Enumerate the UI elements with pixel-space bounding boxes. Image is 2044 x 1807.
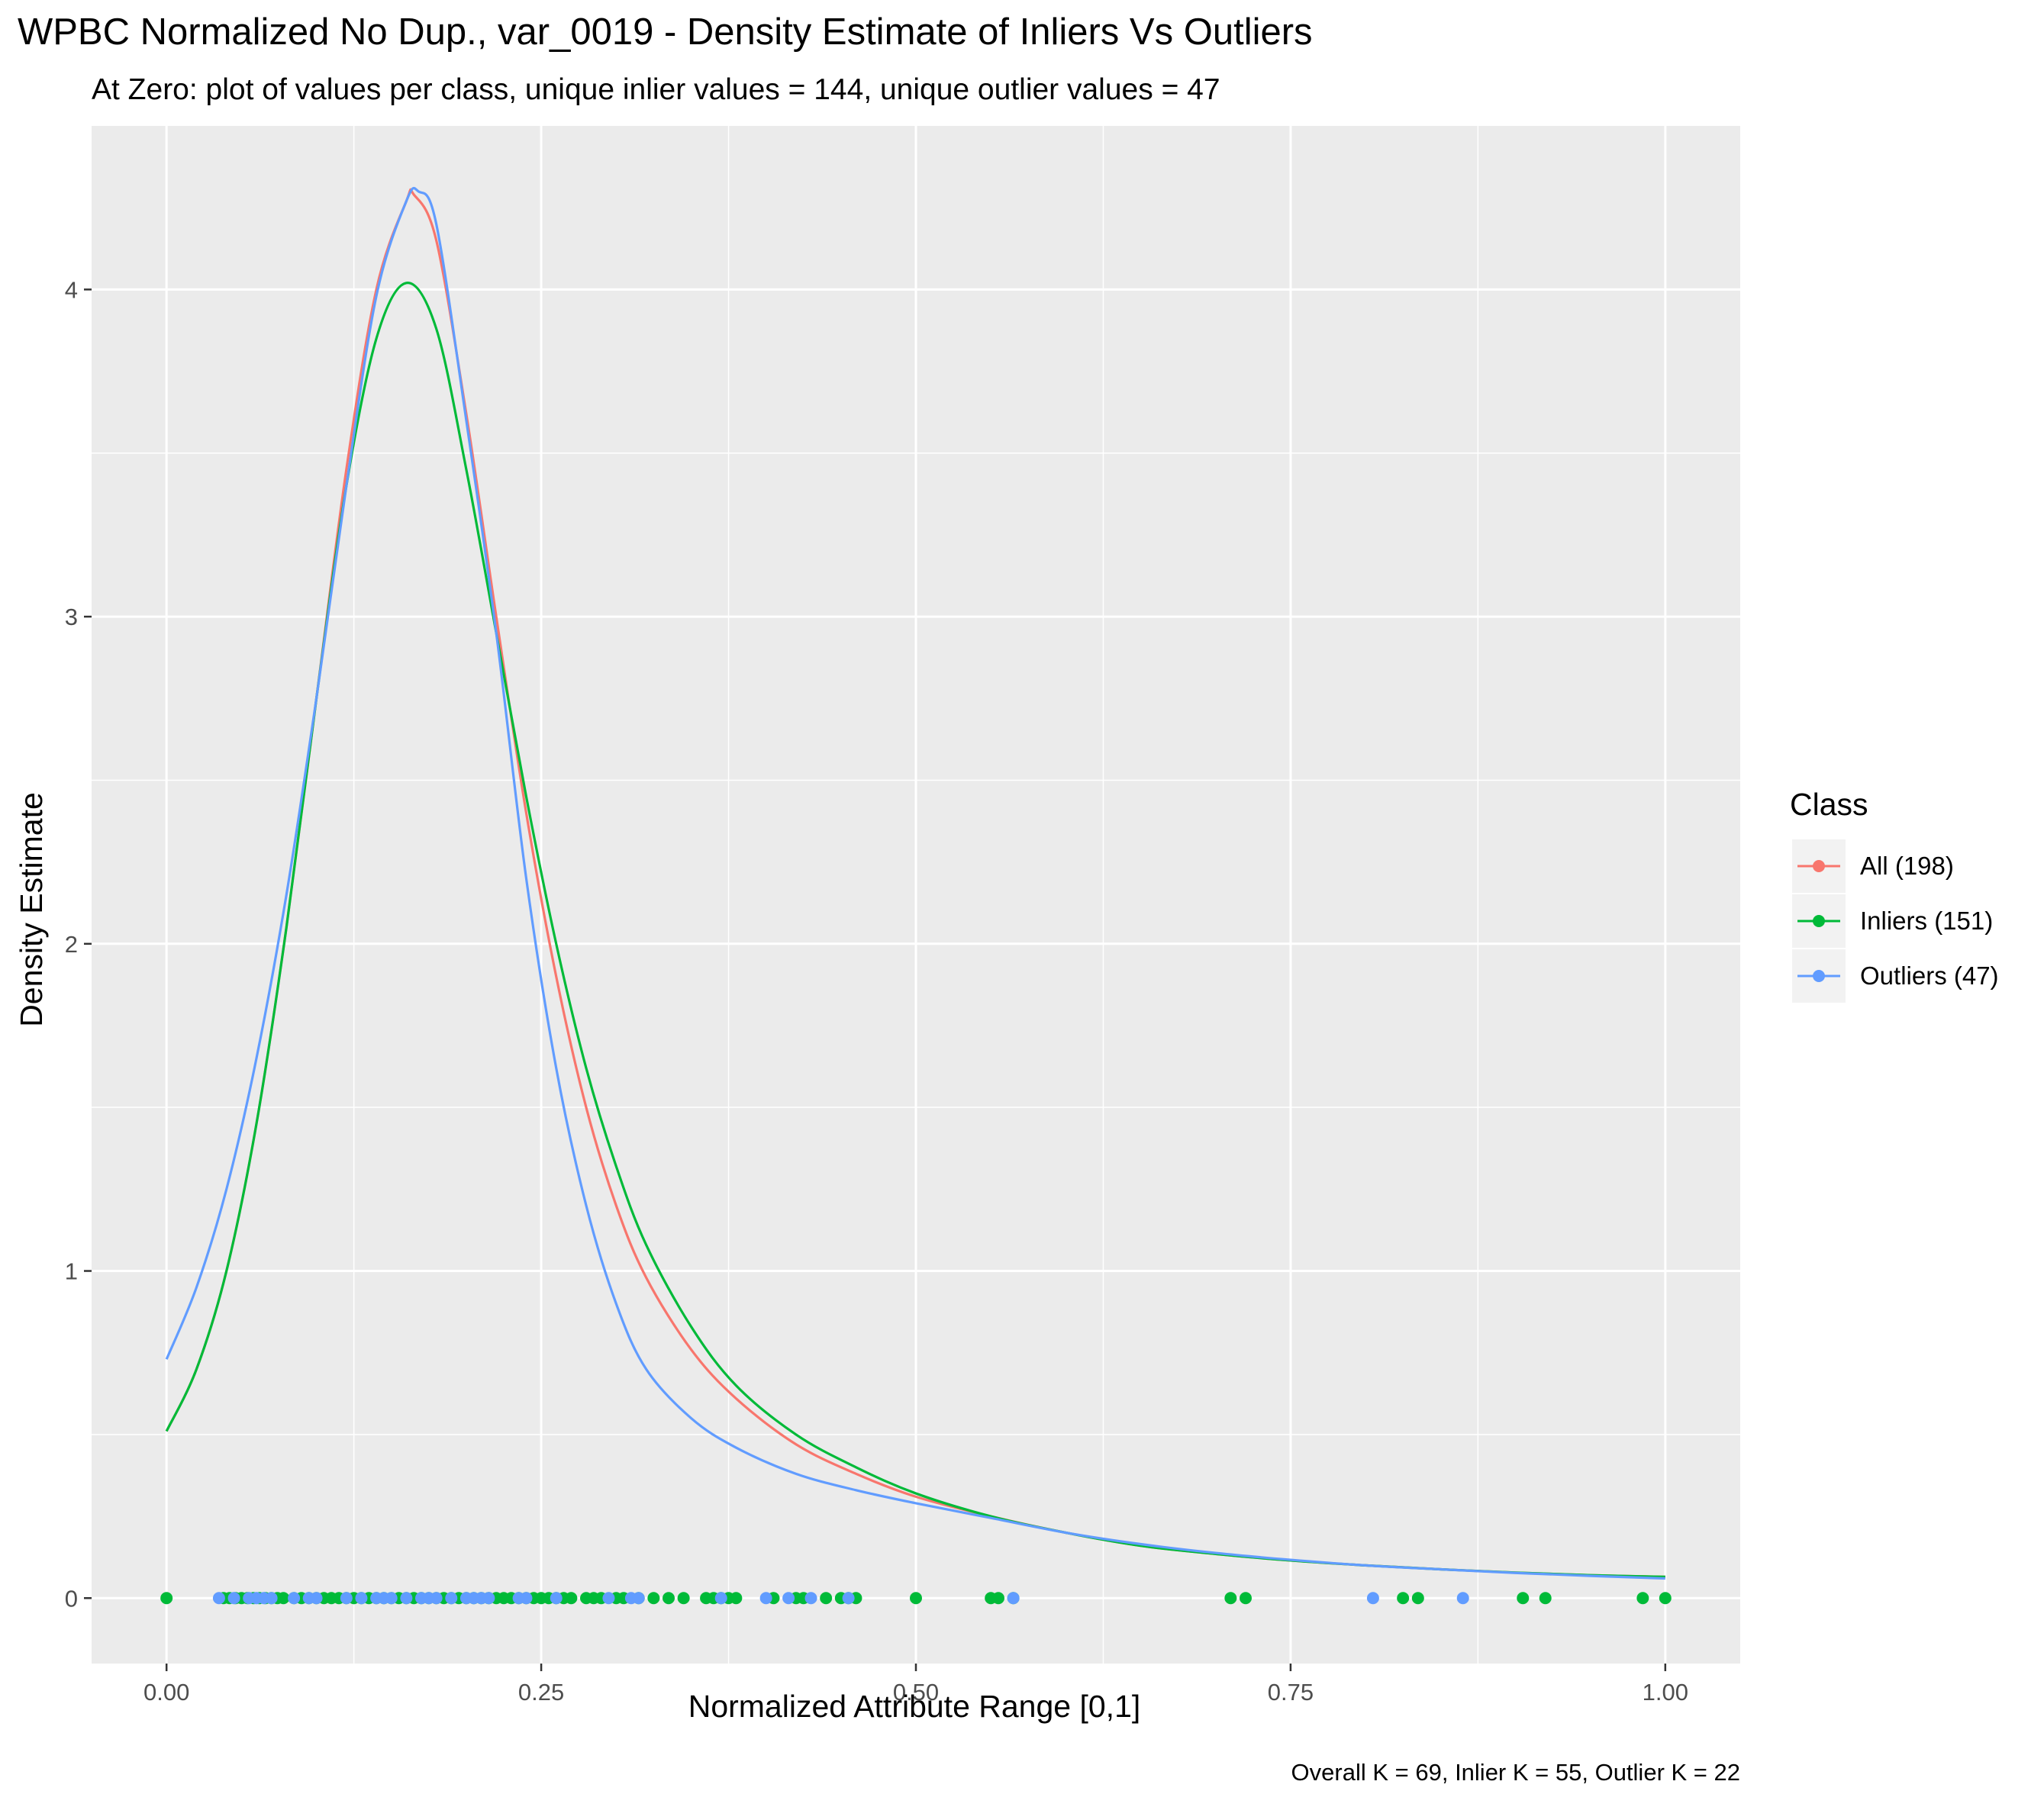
x-tick-label: 1.00 [1643, 1679, 1688, 1706]
legend-item-outliers-label: Outliers (47) [1860, 961, 1999, 990]
outlier-point [714, 1592, 727, 1605]
y-axis-title: Density Estimate [14, 792, 49, 1027]
outlier-point [632, 1592, 645, 1605]
x-axis-title: Normalized Attribute Range [0,1] [688, 1689, 1141, 1724]
y-tick-label: 2 [65, 931, 78, 958]
y-tick-label: 3 [65, 604, 78, 630]
outlier-point [355, 1592, 368, 1605]
outlier-point [385, 1592, 398, 1605]
legend-item-inliers-label: Inliers (151) [1860, 907, 1993, 935]
inlier-point [647, 1592, 660, 1605]
inlier-point [730, 1592, 743, 1605]
outlier-point [1366, 1592, 1379, 1605]
legend-item-outliers-dot [1813, 970, 1825, 982]
outliers-density-line [165, 186, 1665, 1580]
outlier-point [782, 1592, 795, 1605]
legend-item-inliers-dot [1813, 915, 1825, 927]
inlier-point [1517, 1592, 1530, 1605]
legend-item-all-label: All (198) [1860, 852, 1954, 880]
inlier-point [160, 1592, 173, 1605]
outlier-point [842, 1592, 855, 1605]
outlier-point [550, 1592, 563, 1605]
y-tick-label: 4 [65, 276, 78, 303]
inlier-point [663, 1592, 675, 1605]
x-tick-label: 0.75 [1268, 1679, 1314, 1706]
inlier-point [992, 1592, 1004, 1605]
chart-subtitle: At Zero: plot of values per class, uniqu… [92, 73, 1220, 106]
inlier-point [277, 1592, 290, 1605]
inlier-point [565, 1592, 578, 1605]
inlier-point [820, 1592, 833, 1605]
outlier-point [1456, 1592, 1469, 1605]
outlier-point [602, 1592, 615, 1605]
outlier-point [227, 1592, 240, 1605]
outlier-point [310, 1592, 323, 1605]
inlier-point [1659, 1592, 1672, 1605]
inlier-point [910, 1592, 922, 1605]
y-tick-label: 1 [65, 1258, 78, 1285]
chart-title: WPBC Normalized No Dup., var_0019 - Dens… [18, 11, 1313, 53]
inlier-point [1636, 1592, 1649, 1605]
legend-title: Class [1790, 787, 1868, 822]
outlier-point [445, 1592, 458, 1605]
outlier-point [265, 1592, 278, 1605]
x-tick-label: 0.25 [518, 1679, 564, 1706]
chart-caption: Overall K = 69, Inlier K = 55, Outlier K… [1291, 1759, 1740, 1786]
inlier-point [1397, 1592, 1410, 1605]
y-tick-label: 0 [65, 1585, 78, 1612]
outlier-point [340, 1592, 353, 1605]
outlier-point [400, 1592, 413, 1605]
outlier-point [1007, 1592, 1020, 1605]
x-tick-label: 0.50 [893, 1679, 939, 1706]
legend-item-all-dot [1813, 860, 1825, 872]
density-curves [165, 186, 1665, 1580]
outlier-point [759, 1592, 772, 1605]
zero-points [160, 1592, 1672, 1605]
inlier-point [1411, 1592, 1424, 1605]
inlier-point [1240, 1592, 1252, 1605]
inlier-point [1224, 1592, 1237, 1605]
outlier-point [288, 1592, 301, 1605]
outlier-point [430, 1592, 443, 1605]
inlier-point [1539, 1592, 1552, 1605]
outlier-point [520, 1592, 533, 1605]
outlier-point [212, 1592, 225, 1605]
axes: 0.00 0.25 0.50 0.75 1.00 0 1 2 3 4 [65, 276, 1688, 1706]
inlier-point [677, 1592, 690, 1605]
outlier-point [804, 1592, 817, 1605]
legend: Class All (198) Inliers (151) Outliers (47… [1790, 787, 1999, 1003]
x-tick-label: 0.00 [143, 1679, 189, 1706]
outlier-point [482, 1592, 495, 1605]
